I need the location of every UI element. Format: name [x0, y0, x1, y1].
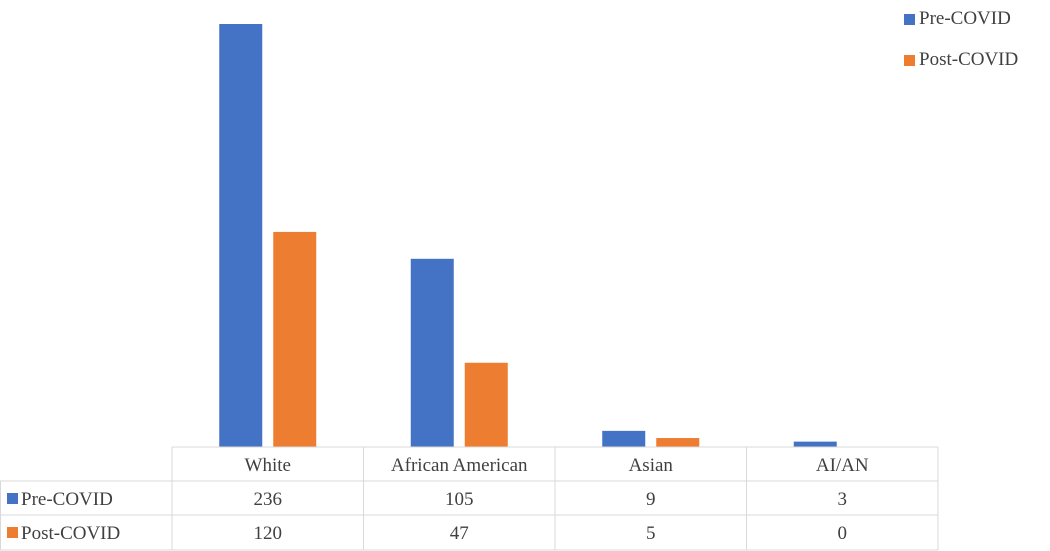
row-label-pre-covid: Pre-COVID	[21, 489, 113, 510]
data-label-pre-covid-white: 236	[254, 489, 283, 510]
bar-post-covid-african-american	[464, 362, 508, 447]
bar-post-covid-white	[273, 231, 317, 447]
bar-pre-covid-african-american	[410, 258, 454, 447]
bar-pre-covid-asian	[602, 430, 646, 447]
legend-label-pre-covid: Pre-COVID	[919, 8, 1011, 29]
category-label-ai-an: AI/AN	[816, 455, 869, 476]
data-label-post-covid-ai-an: 0	[838, 523, 848, 544]
data-label-post-covid-asian: 5	[646, 523, 656, 544]
row-label-post-covid: Post-COVID	[21, 523, 120, 544]
legend: Pre-COVID Post-COVID	[904, 8, 1018, 90]
data-label-pre-covid-ai-an: 3	[838, 489, 848, 510]
legend-label-post-covid: Post-COVID	[919, 49, 1019, 70]
legend-swatch-post-covid	[904, 54, 915, 66]
data-label-pre-covid-african-american: 105	[445, 489, 474, 510]
legend-item-pre-covid: Pre-COVID	[904, 8, 1018, 30]
data-label-post-covid-white: 120	[254, 523, 283, 544]
category-label-african-american: African American	[391, 455, 528, 476]
category-label-asian: Asian	[629, 455, 674, 476]
legend-swatch-pre-covid	[904, 13, 915, 25]
bar-pre-covid-white	[219, 24, 263, 447]
row-swatch-pre-covid	[7, 493, 18, 504]
data-label-post-covid-african-american: 47	[450, 523, 469, 544]
bar-pre-covid-ai-an	[793, 441, 837, 447]
category-label-white: White	[245, 455, 291, 476]
data-label-pre-covid-asian: 9	[646, 489, 656, 510]
row-swatch-post-covid	[7, 527, 18, 538]
bar-post-covid-asian	[656, 438, 700, 447]
legend-item-post-covid: Post-COVID	[904, 49, 1018, 71]
